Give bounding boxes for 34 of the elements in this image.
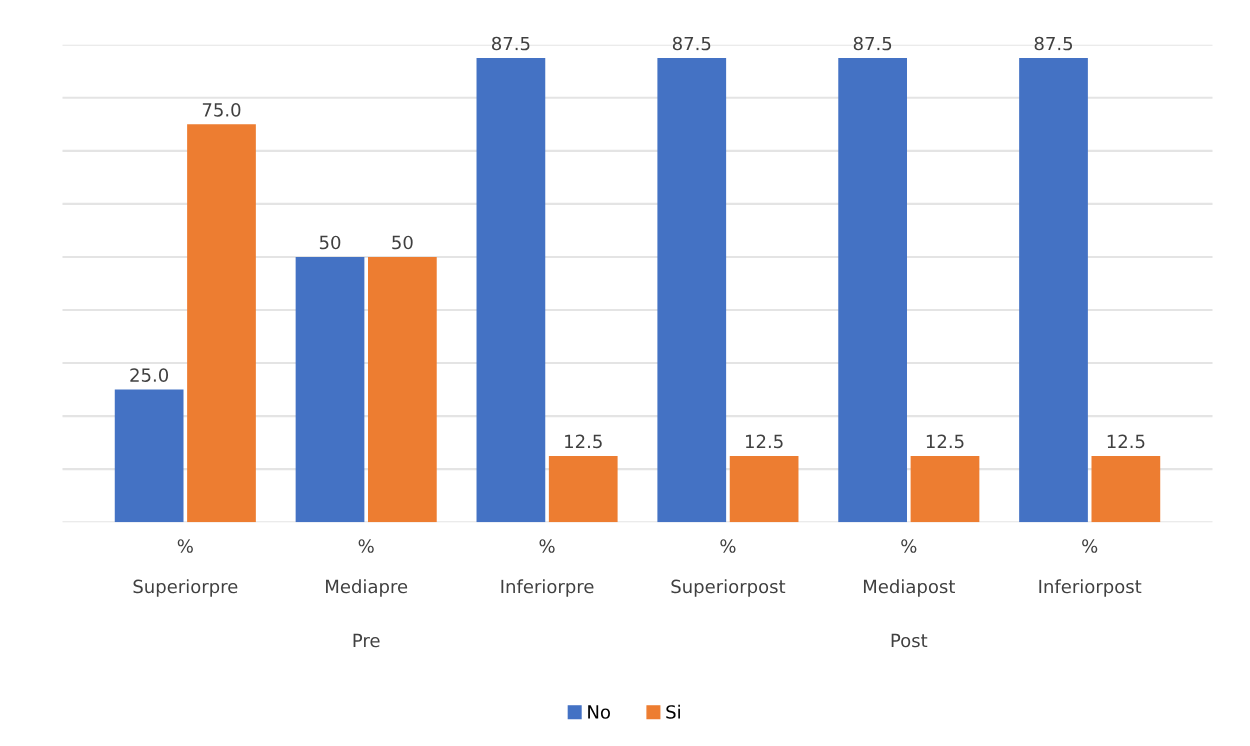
bar xyxy=(295,256,365,523)
category-label: % Mediapost xyxy=(863,539,955,597)
bar xyxy=(1091,455,1161,523)
bar xyxy=(1019,58,1088,523)
category-label: % Mediapre xyxy=(326,539,408,597)
category-label: % Superiorpost xyxy=(671,539,786,597)
data-label: 87.5 xyxy=(672,36,711,51)
data-label: 25.0 xyxy=(130,368,169,382)
bar xyxy=(548,455,618,523)
bar xyxy=(187,124,256,523)
category-label: % Inferiorpost xyxy=(1039,539,1142,597)
data-label: 12.5 xyxy=(745,434,783,449)
data-label: 50 xyxy=(319,235,341,250)
data-label: 12.5 xyxy=(1107,434,1145,449)
data-label: 12.5 xyxy=(926,434,964,449)
bar xyxy=(838,58,907,523)
bar xyxy=(657,58,727,523)
data-label: 75.0 xyxy=(202,103,241,117)
category-label: % Inferiorpre xyxy=(501,539,594,597)
bar xyxy=(729,455,799,523)
data-label: 87.5 xyxy=(853,36,892,51)
data-label: 50 xyxy=(392,235,413,250)
legend-label: No xyxy=(588,705,610,719)
bar xyxy=(368,256,437,523)
data-label: 87.5 xyxy=(1034,36,1073,51)
text: Post xyxy=(891,633,928,648)
data-label: 87.5 xyxy=(492,36,530,51)
bar xyxy=(114,389,184,523)
bar xyxy=(476,58,546,523)
category-label: % Superiorpre xyxy=(133,539,238,597)
legend-label: Si xyxy=(666,704,680,719)
text: Pre xyxy=(353,633,380,648)
data-label: 12.5 xyxy=(565,434,602,449)
bar xyxy=(910,455,980,523)
